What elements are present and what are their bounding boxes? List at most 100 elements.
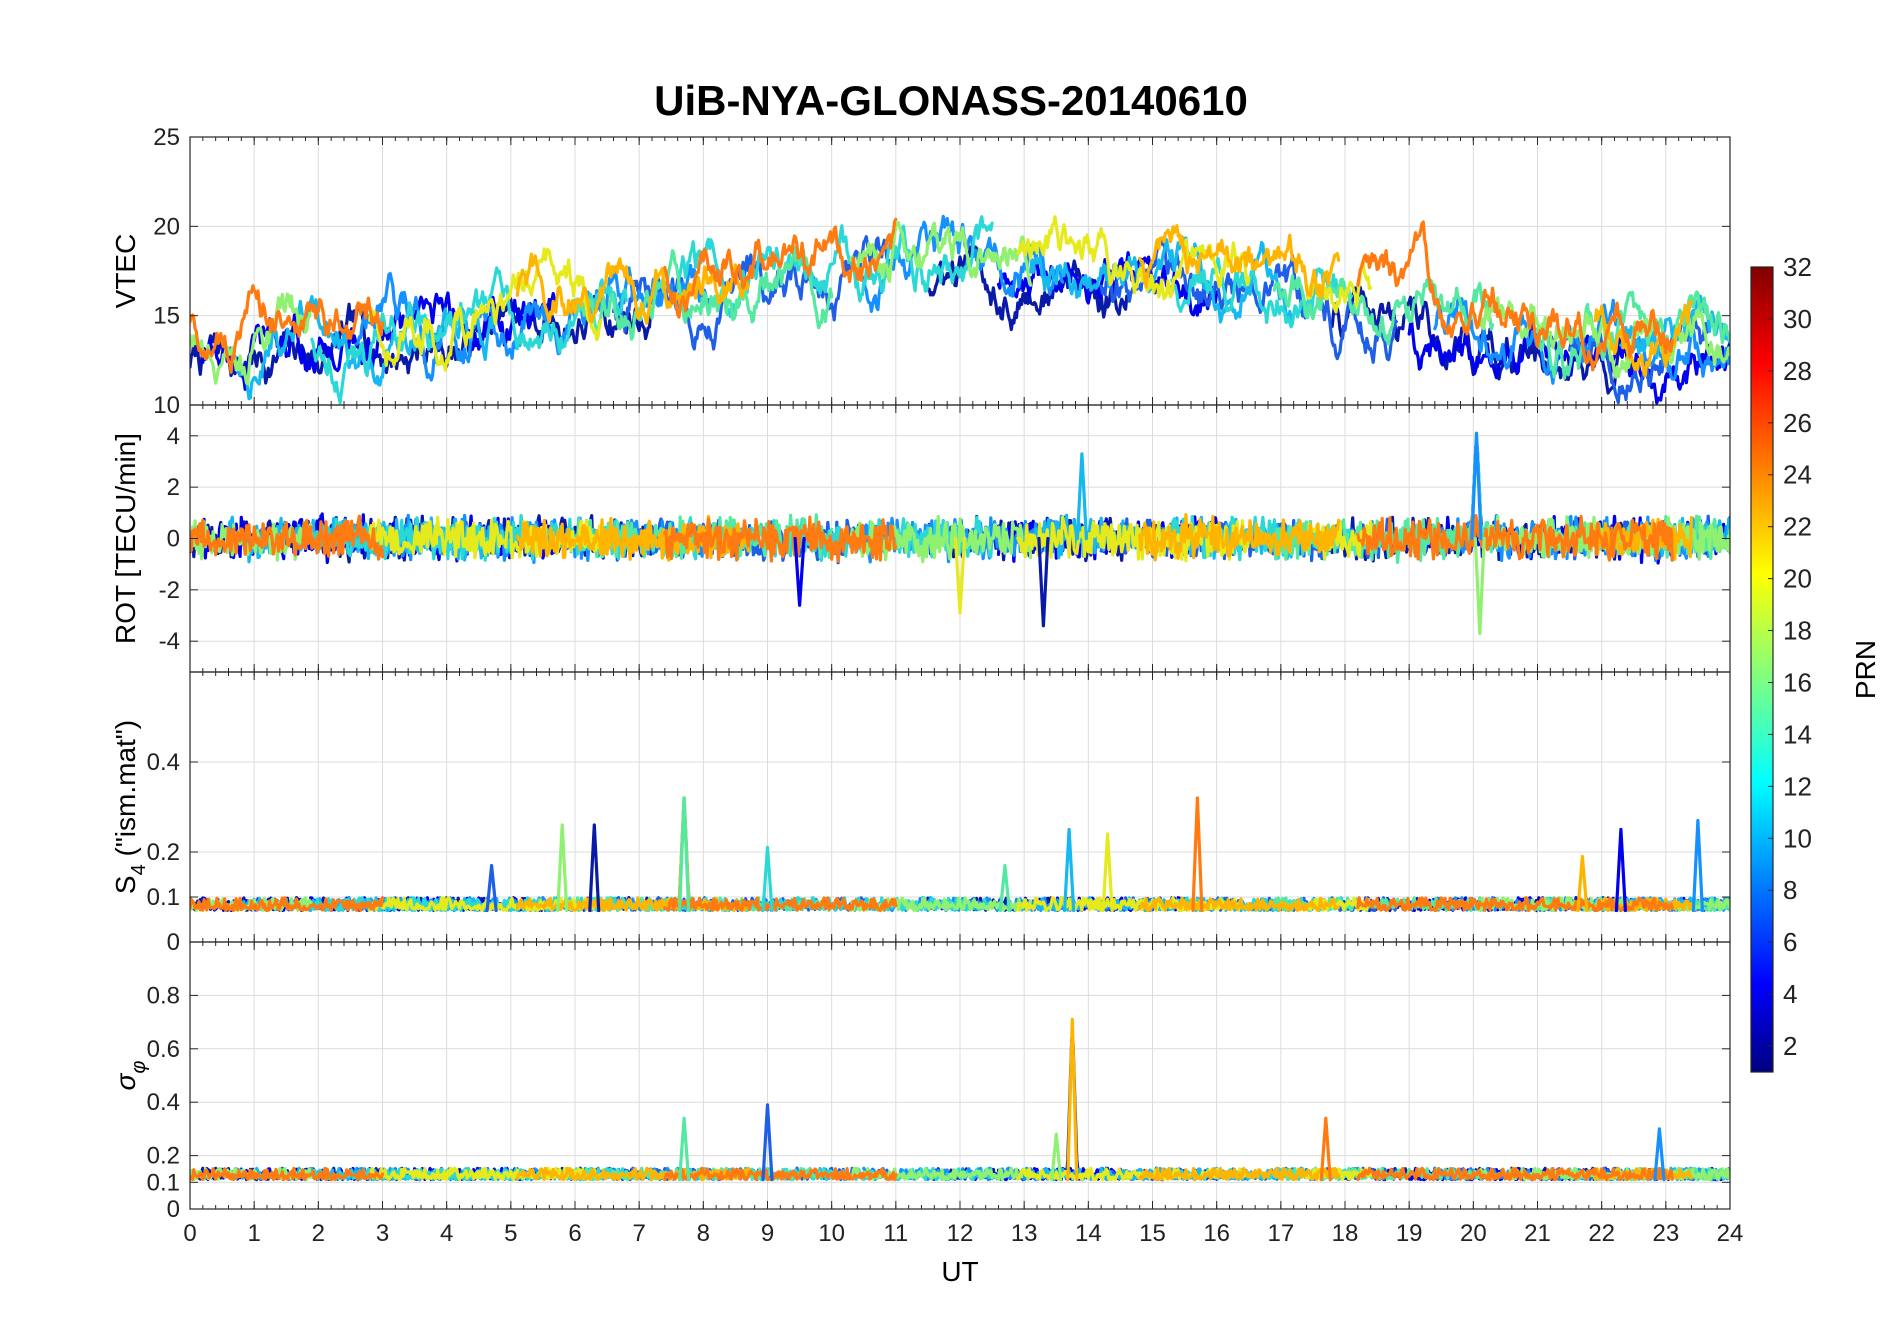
colorbar-tick-label: 14 [1783, 719, 1812, 749]
x-tick-label: 8 [697, 1220, 710, 1247]
series-prn-15-vtec [1535, 290, 1730, 380]
colorbar-tick-label: 30 [1783, 304, 1812, 334]
colorbar-label: PRN [1850, 640, 1881, 699]
x-tick-label: 1 [247, 1220, 260, 1247]
colorbar-tick-label: 22 [1783, 512, 1812, 542]
series-prn-15-vtec [1272, 274, 1495, 346]
series-prn-24-vtec [663, 217, 898, 319]
series-prn-24-sigma [190, 1166, 385, 1182]
x-axis-label: UT [941, 1256, 978, 1287]
spike-rot-0 [1470, 431, 1483, 541]
series-prn-24-rot [1356, 514, 1674, 562]
series-prn-22-s4 [515, 796, 750, 913]
series-prn-20-rot [1016, 515, 1251, 563]
colorbar-tick-label: 26 [1783, 408, 1812, 438]
colorbar-tick-label: 12 [1783, 771, 1812, 801]
spike-rot-2 [1037, 536, 1050, 628]
series-prn-24-rot [663, 515, 898, 563]
x-tick-label: 17 [1267, 1220, 1294, 1247]
series-prn-20-vtec [1016, 215, 1251, 301]
y-tick-label: 10 [153, 392, 180, 419]
x-tick-label: 13 [1011, 1220, 1038, 1247]
colorbar-tick-label: 28 [1783, 356, 1812, 386]
x-tick-label: 3 [376, 1220, 389, 1247]
x-tick-label: 4 [440, 1220, 453, 1247]
y-tick-label: 4 [167, 423, 180, 450]
series-group [190, 431, 1730, 636]
series-prn-24-vtec [190, 284, 385, 374]
x-tick-label: 12 [947, 1220, 974, 1247]
spike-rot-1 [1473, 536, 1486, 636]
series-prn-24-s4 [190, 896, 385, 913]
y-tick-label: -2 [159, 577, 180, 604]
series-prn-24-sigma [663, 1166, 898, 1182]
spike-s4-5 [1063, 827, 1076, 913]
colorbar-tick-label: 8 [1783, 875, 1797, 905]
colorbar-tick-label: 16 [1783, 667, 1812, 697]
series-prn-15-vtec [573, 245, 834, 341]
y-tick-label: 0.8 [147, 982, 180, 1009]
y-axis-label-s4: S4 ("ism.mat") [110, 720, 150, 894]
x-tick-label: 11 [883, 1220, 908, 1247]
colorbar-tick-label: 32 [1783, 252, 1812, 282]
spike-rot-3 [1075, 452, 1088, 541]
y-axis-label-sigma: σφ [110, 1061, 150, 1091]
colorbar-tick-label: 20 [1783, 564, 1812, 594]
colorbar-tick-label: 4 [1783, 979, 1797, 1009]
series-prn-24-sigma [1356, 1166, 1674, 1182]
series-prn-17-vtec [190, 292, 314, 386]
x-tick-label: 6 [568, 1220, 581, 1247]
series-prn-24-rot [190, 514, 385, 561]
spike-sigma-1 [761, 1103, 774, 1182]
spike-rot-4 [953, 536, 967, 615]
x-tick-label: 5 [504, 1220, 517, 1247]
spike-sigma-4 [1653, 1127, 1666, 1182]
chart-title: UiB-NYA-GLONASS-20140610 [654, 77, 1248, 124]
y-axis-label-vtec: VTEC [110, 234, 141, 309]
y-tick-label: 0.4 [147, 749, 180, 776]
series-group [190, 214, 1730, 405]
colorbar-gradient [1751, 267, 1773, 1072]
spike-s4-9 [1576, 854, 1589, 913]
series-prn-11-vtec [1029, 235, 1296, 324]
x-tick-label: 24 [1717, 1220, 1744, 1247]
panel-vtec: 10 15 20 25 VTEC [110, 124, 1731, 419]
spike-s4-11 [998, 863, 1011, 913]
series-prn-22-sigma [515, 1166, 750, 1182]
x-tick-label: 16 [1203, 1220, 1230, 1247]
series-prn-13-vtec [1170, 256, 1353, 329]
y-tick-label: 15 [153, 303, 180, 330]
series-prn-24-s4 [1356, 896, 1674, 912]
colorbar-tick-label: 10 [1783, 823, 1812, 853]
series-prn-2-sigma [926, 1037, 1129, 1182]
x-tick-label: 2 [312, 1220, 325, 1247]
y-tick-label: -4 [159, 628, 180, 655]
x-tick-label: 18 [1332, 1220, 1359, 1247]
x-tick-label: 10 [818, 1220, 845, 1247]
y-tick-label: 0.1 [147, 884, 180, 911]
y-tick-label: 0.1 [147, 1169, 180, 1196]
y-tick-label: 0.4 [147, 1089, 180, 1116]
spike-s4-1 [1191, 796, 1204, 913]
series-group [190, 1017, 1730, 1182]
spike-s4-0 [678, 796, 691, 913]
x-tick-label: 7 [632, 1220, 645, 1247]
spike-sigma-0 [1066, 1017, 1079, 1182]
series-prn-17-vtec [849, 220, 1033, 287]
y-tick-label: 0 [167, 526, 180, 553]
x-tick-label: 0 [183, 1220, 196, 1247]
series-prn-13-vtec [676, 215, 994, 319]
series-prn-13-vtec [310, 266, 628, 405]
series-prn-22-rot [1138, 513, 1341, 562]
x-tick-label: 22 [1588, 1220, 1615, 1247]
colorbar-tick-label: 2 [1783, 1031, 1797, 1061]
x-tick-label: 19 [1396, 1220, 1423, 1247]
series-prn-22-sigma [1138, 1166, 1341, 1182]
y-tick-label: 0 [167, 929, 180, 956]
y-tick-label: 0.6 [147, 1036, 180, 1063]
spike-s4-7 [1614, 827, 1627, 913]
y-tick-label: 0.2 [147, 839, 180, 866]
